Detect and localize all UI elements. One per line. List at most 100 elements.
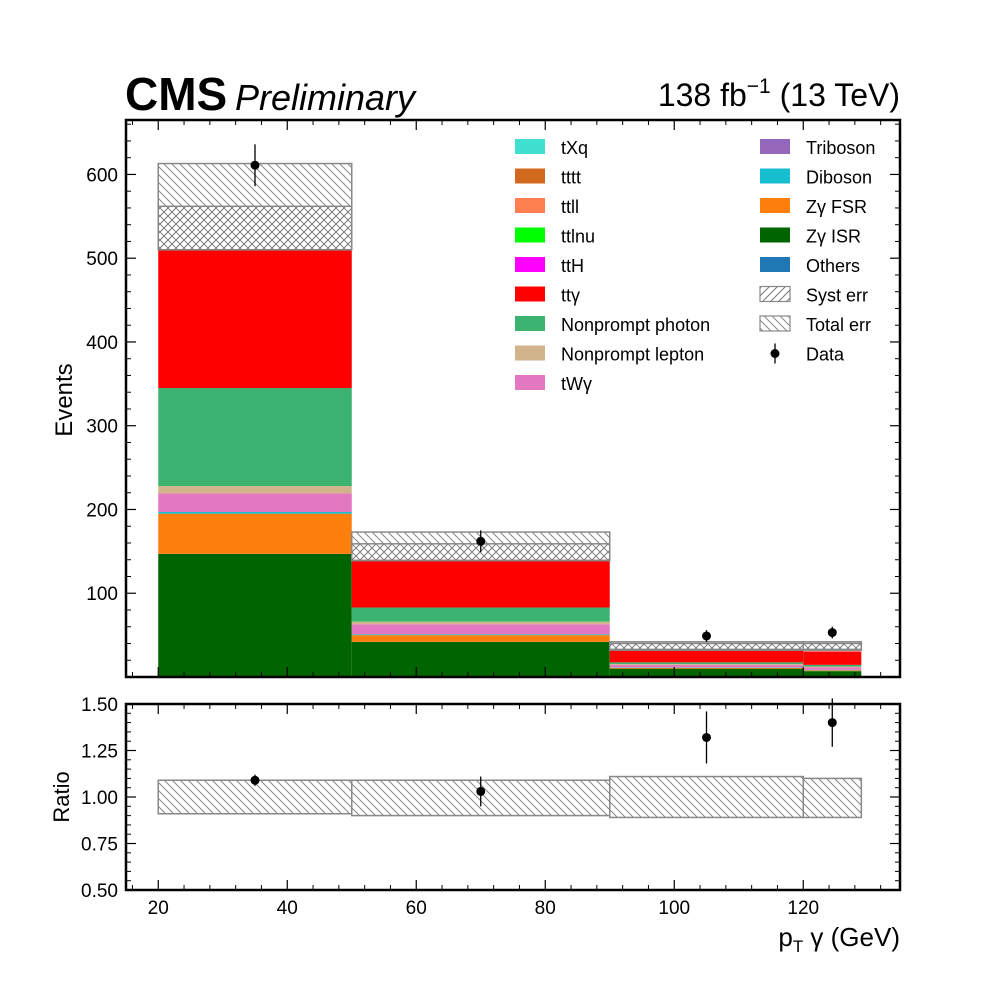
top-panel-frame	[124, 118, 902, 679]
bar-z-isr-bin-1	[351, 641, 610, 677]
legend-others-swatch	[760, 257, 790, 272]
y-tick-label: 100	[86, 584, 118, 605]
bar-z-fsr-bin-2	[609, 667, 804, 669]
legend-nonprompt-lepton-label: Nonprompt lepton	[561, 345, 704, 365]
top-y-axis-label: Events	[51, 363, 78, 436]
ratio-band-bin-2	[609, 775, 804, 819]
legend-tt--swatch	[515, 286, 545, 302]
ratio-y-tick-label: 1.25	[81, 742, 118, 763]
y-tick-label: 500	[86, 249, 118, 270]
ratio-point-2	[702, 732, 711, 742]
ratio-y-tick-label: 1.50	[81, 695, 118, 716]
bar-z-isr-bin-0	[158, 553, 352, 677]
legend-nonprompt-photon-label: Nonprompt photon	[561, 315, 710, 335]
legend-triboson-label: Triboson	[806, 138, 875, 158]
y-tick-label: 300	[86, 417, 118, 438]
bar-tw--bin-2	[609, 664, 804, 668]
legend-data-marker	[770, 349, 780, 358]
y-tick-label: 600	[86, 165, 118, 186]
top-axis-ticks: 100 200 300 400 500 600	[86, 123, 900, 661]
bar-tt--bin-2	[609, 648, 804, 663]
ratio-y-tick-label: 1.00	[81, 788, 118, 809]
legend-z-fsr-label: Zγ FSR	[806, 197, 867, 217]
data-points	[250, 144, 837, 642]
bar-nonprompt-photon-bin-0	[158, 388, 352, 487]
bar-z-fsr-bin-1	[351, 635, 610, 642]
bar-z-isr-bin-2	[609, 668, 804, 677]
ratio-point-0	[250, 775, 260, 785]
legend-tw--swatch	[515, 375, 545, 390]
legend-tth-swatch	[515, 257, 545, 272]
legend-nonprompt-photon-swatch	[515, 316, 545, 331]
legend-ttlnu-label: ttlnu	[561, 227, 595, 247]
legend-total-err-swatch	[759, 315, 791, 332]
bar-diboson-bin-0	[158, 511, 352, 514]
bar-nonprompt-lepton-bin-2	[609, 664, 804, 665]
bar-tw--bin-3	[803, 667, 862, 670]
bar-z-fsr-bin-3	[803, 670, 862, 672]
bar-tw--bin-0	[158, 493, 352, 512]
legend-tth-label: ttH	[561, 256, 584, 276]
legend-nonprompt-lepton-swatch	[515, 345, 545, 361]
ratio-point-1	[476, 786, 486, 796]
x-tick-label: 80	[535, 898, 556, 919]
ratio-uncertainty-band	[157, 775, 863, 819]
syst-err-band-bin-3	[802, 642, 863, 651]
x-tick-label: 100	[658, 898, 690, 919]
ratio-y-tick-label: 0.50	[81, 881, 118, 902]
legend-diboson-label: Diboson	[806, 168, 872, 188]
syst-err-band-bin-2	[609, 642, 804, 651]
bar-nonprompt-lepton-bin-0	[158, 486, 352, 494]
x-tick-label: 40	[277, 898, 298, 919]
ratio-data-points	[250, 698, 837, 807]
legend-tttt-label: tttt	[561, 168, 581, 188]
legend-diboson-swatch	[760, 168, 790, 184]
x-tick-label: 120	[787, 898, 819, 919]
legend-z-isr-swatch	[760, 227, 790, 243]
status-label: Preliminary	[235, 77, 417, 118]
bar-nonprompt-photon-bin-3	[803, 664, 862, 667]
legend-syst-err-swatch	[759, 285, 791, 303]
legend-others-label: Others	[806, 256, 860, 276]
legend-tt--label: ttγ	[561, 286, 580, 306]
legend-triboson-swatch	[760, 139, 790, 154]
lumi-label: 138 fb−1 (13 TeV)	[658, 75, 900, 113]
experiment-label: CMS	[125, 68, 227, 120]
data-point-0	[250, 160, 260, 170]
legend-z-isr-label: Zγ ISR	[806, 227, 861, 247]
data-point-3	[827, 628, 837, 638]
bar-nonprompt-lepton-bin-1	[351, 621, 610, 625]
x-axis-label: pT γ (GeV)	[778, 922, 900, 956]
bar-nonprompt-photon-bin-2	[609, 662, 804, 665]
ratio-axis-ticks: 0.50 0.75 1.00 1.25 1.50	[81, 695, 900, 902]
bar-nonprompt-lepton-bin-3	[803, 666, 862, 668]
legend-ttll-label: ttll	[561, 197, 579, 217]
ratio-y-axis-label: Ratio	[49, 771, 74, 822]
x-tick-label: 20	[148, 898, 169, 919]
ratio-y-tick-label: 0.75	[81, 835, 118, 856]
data-point-2	[702, 631, 711, 641]
legend-txq-swatch	[515, 139, 545, 154]
ratio-band-bin-3	[802, 777, 863, 819]
data-point-1	[476, 536, 486, 546]
legend-data-label: Data	[806, 345, 845, 365]
legend-total-err-label: Total err	[806, 315, 871, 335]
bar-nonprompt-photon-bin-1	[351, 607, 610, 622]
y-tick-label: 400	[86, 333, 118, 354]
legend-tttt-swatch	[515, 168, 545, 184]
bar-tt--bin-1	[351, 559, 610, 608]
legend-ttll-swatch	[515, 198, 545, 213]
bar-z-isr-bin-3	[803, 671, 862, 677]
bar-diboson-bin-1	[351, 634, 610, 636]
legend-txq-label: tXq	[561, 138, 588, 158]
y-tick-label: 200	[86, 500, 118, 521]
ratio-point-3	[827, 718, 837, 728]
x-tick-label: 60	[406, 898, 427, 919]
bar-tt--bin-3	[803, 651, 862, 665]
bar-tt--bin-0	[158, 248, 352, 389]
legend-syst-err-label: Syst err	[806, 286, 868, 306]
syst-err-band-bin-0	[157, 205, 353, 251]
legend-z-fsr-swatch	[760, 198, 790, 213]
legend-tw--label: tWγ	[561, 374, 592, 394]
